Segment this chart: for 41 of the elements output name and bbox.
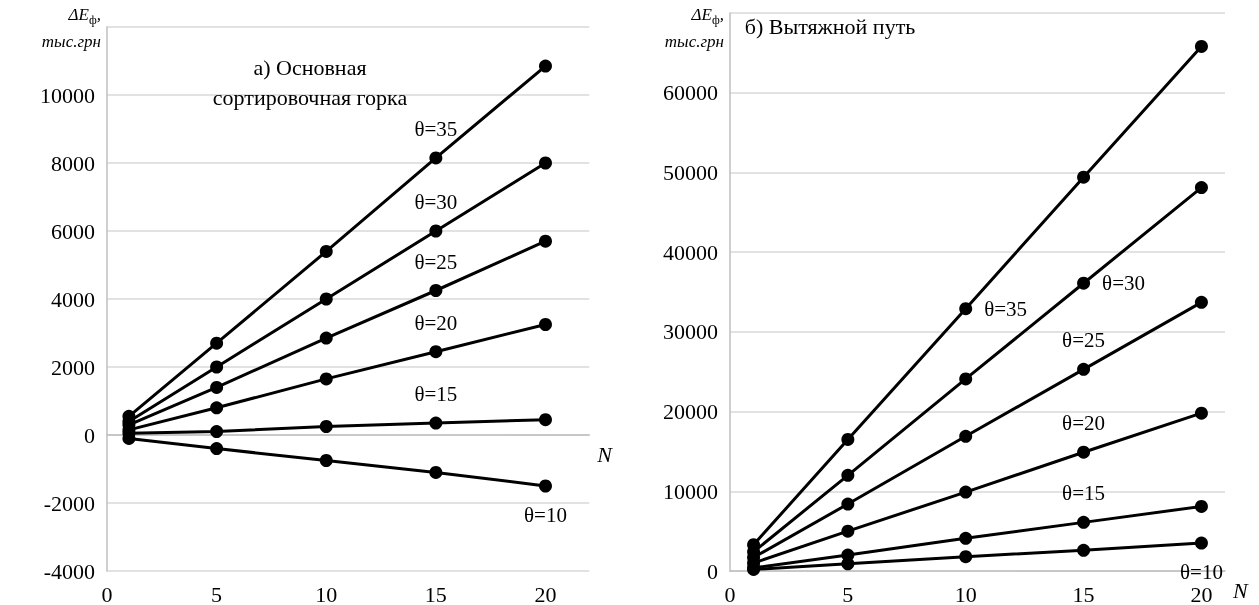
y-tick-label: 50000 bbox=[663, 159, 718, 185]
series-label: θ=20 bbox=[1062, 411, 1106, 436]
y-tick-label: 10000 bbox=[663, 478, 718, 504]
series-label: θ=25 bbox=[414, 249, 458, 274]
y-tick-label: 0 bbox=[84, 422, 95, 448]
y-tick-label: 20000 bbox=[663, 399, 718, 425]
x-tick-label: 0 bbox=[101, 581, 113, 605]
y-tick-label: 30000 bbox=[663, 319, 718, 345]
x-tick-label: 10 bbox=[954, 581, 977, 605]
chart-title: б) Вытяжной путь bbox=[744, 13, 916, 39]
y-tick-label: 60000 bbox=[663, 80, 718, 106]
y-tick-label: 8000 bbox=[51, 150, 95, 176]
series-label: θ=35 bbox=[414, 116, 458, 141]
y-axis-title: ΔE$_{ф}$, тыс.грн bbox=[664, 4, 724, 53]
series-label: θ=15 bbox=[414, 382, 458, 407]
y-tick-label: 0 bbox=[707, 558, 718, 584]
y-tick-label: -4000 bbox=[43, 558, 95, 584]
x-tick-label: 15 bbox=[1072, 581, 1095, 605]
x-tick-label: 5 bbox=[211, 581, 223, 605]
y-tick-label: 6000 bbox=[51, 218, 95, 244]
y-tick-label: -2000 bbox=[43, 490, 95, 516]
series-label: θ=30 bbox=[1102, 271, 1145, 296]
x-tick-label: 10 bbox=[315, 581, 338, 605]
series-label: θ=35 bbox=[984, 296, 1028, 321]
x-axis-title: N bbox=[1232, 577, 1249, 603]
x-tick-label: 15 bbox=[424, 581, 447, 605]
y-tick-label: 40000 bbox=[663, 239, 718, 265]
x-axis-title: N bbox=[596, 441, 614, 467]
series-label: θ=30 bbox=[414, 190, 458, 214]
series-label: θ=15 bbox=[1062, 481, 1106, 506]
y-tick-label: 4000 bbox=[51, 286, 95, 312]
text: а) Основная сортировочная горка bbox=[212, 54, 408, 110]
y-tick-label: 10000 bbox=[40, 82, 95, 108]
x-tick-label: 20 bbox=[534, 581, 557, 605]
series-label: θ=10 bbox=[524, 503, 567, 527]
series-label: θ=20 bbox=[414, 310, 458, 335]
y-tick-label: 2000 bbox=[51, 354, 95, 380]
x-tick-label: 0 bbox=[724, 581, 736, 605]
y-axis-title: ΔE$_{ф}$, тыс.грн bbox=[41, 4, 101, 53]
x-tick-label: 5 bbox=[842, 581, 854, 605]
series-label: θ=25 bbox=[1062, 328, 1106, 353]
